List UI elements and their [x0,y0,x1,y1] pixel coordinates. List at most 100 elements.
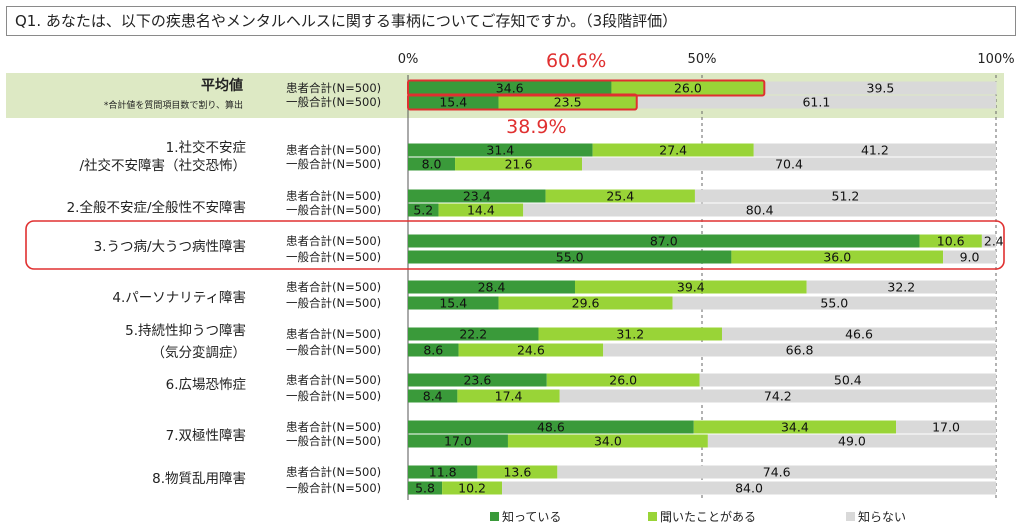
data-label: 14.4 [467,203,495,218]
legend-swatch [846,512,855,521]
bar-segment [919,234,982,248]
group-label: 一般合計(N=500) [286,203,381,217]
group-label: 一般合計(N=500) [286,389,381,403]
bar-segment [943,250,996,264]
data-label: 15.4 [439,296,467,311]
data-label: 80.4 [746,203,774,218]
data-label: 26.0 [674,81,702,96]
data-label: 8.0 [422,157,442,172]
bar-segment [693,420,897,434]
legend-label: 聞いたことがある [660,509,756,524]
group-label: 患者合計(N=500) [286,81,381,95]
item-label: 8.物質乱用障害 [152,471,246,487]
group-label: 患者合計(N=500) [286,465,381,479]
patient-total-callout: 60.6% [546,50,606,72]
bar-segment [408,250,732,264]
general-total-callout: 38.9% [506,116,566,138]
item-label: 3.うつ病/大うつ病性障害 [94,239,246,255]
group-label: 患者合計(N=500) [286,189,381,203]
bar-segment [699,373,996,387]
group-label: 患者合計(N=500) [286,234,381,248]
data-label: 10.2 [458,481,486,496]
group-label: 一般合計(N=500) [286,95,381,109]
bar-segment [498,296,673,310]
bar-segment [408,157,456,171]
data-label: 9.0 [960,250,980,265]
data-label: 32.2 [887,280,915,295]
bar-segment [592,143,754,157]
bar-segment [408,296,499,310]
bar-segment [538,327,722,341]
bar-segment [408,81,612,95]
group-label: 患者合計(N=500) [286,327,381,341]
data-label: 31.4 [486,143,514,158]
bar-segment [806,280,996,294]
bar-segment [981,234,996,248]
bar-segment [408,327,539,341]
group-label: 一般合計(N=500) [286,250,381,264]
data-label: 36.0 [823,250,851,265]
data-label: 27.4 [659,143,687,158]
data-label: 46.6 [845,327,873,342]
data-label: 17.0 [444,434,472,449]
data-label: 49.0 [838,434,866,449]
legend-swatch [648,512,657,521]
group-label: 患者合計(N=500) [286,280,381,294]
data-label: 34.4 [781,420,809,435]
group-label: 一般合計(N=500) [286,343,381,357]
data-label: 50.4 [834,373,862,388]
data-label: 25.4 [606,189,634,204]
data-label: 55.0 [556,250,584,265]
bar-segment [408,280,575,294]
data-label: 70.4 [775,157,803,172]
bar-segment [603,343,996,357]
item-label: 2.全般不安症/全般性不安障害 [67,199,246,216]
item-label: 1.社交不安症 [166,139,246,156]
data-label: 23.4 [463,189,491,204]
data-label: 87.0 [650,234,678,249]
group-label: 一般合計(N=500) [286,296,381,310]
bar-segment [896,420,996,434]
group-label: 一般合計(N=500) [286,434,381,448]
bar-segment [502,481,996,495]
item-label: 平均値 [201,77,243,94]
data-label: 23.6 [463,373,491,388]
data-label: 22.2 [459,327,487,342]
bar-segment [694,189,996,203]
group-label: 一般合計(N=500) [286,481,381,495]
bar-segment [545,189,695,203]
data-label: 66.8 [786,343,814,358]
bar-segment [408,343,459,357]
data-label: 23.5 [554,95,582,110]
bar-segment [636,95,996,109]
data-label: 17.0 [932,420,960,435]
data-label: 2.4 [984,234,1004,249]
bar-segment [764,81,997,95]
bar-segment [438,203,524,217]
bar-segment [672,296,996,310]
item-label: （気分変調症） [152,344,247,361]
legend-label: 知っている [502,510,561,524]
bar-segment [721,327,996,341]
item-label: /社交不安障害（社交恐怖） [79,157,246,174]
legend-swatch [490,512,499,521]
item-label: 7.双極性障害 [166,428,246,444]
bar-segment [408,203,439,217]
bar-segment [574,280,807,294]
data-label: 8.4 [423,389,443,404]
data-label: 28.4 [478,280,506,295]
data-label: 29.6 [572,296,600,311]
bar-segment [731,250,944,264]
data-label: 74.2 [764,389,792,404]
question-title: Q1. あなたは、以下の疾患名やメンタルヘルスに関する事柄についてご存知ですか。… [6,6,1016,36]
data-label: 55.0 [820,296,848,311]
general-total-outline [407,93,638,111]
bar-segment [408,234,920,248]
item-note: *合計値を質問項目数で割り、算出 [104,99,243,111]
bar-segment [442,481,503,495]
data-label: 74.6 [763,465,791,480]
data-label: 31.2 [616,327,644,342]
data-label: 48.6 [537,420,565,435]
depression-highlight-box [25,220,1005,270]
